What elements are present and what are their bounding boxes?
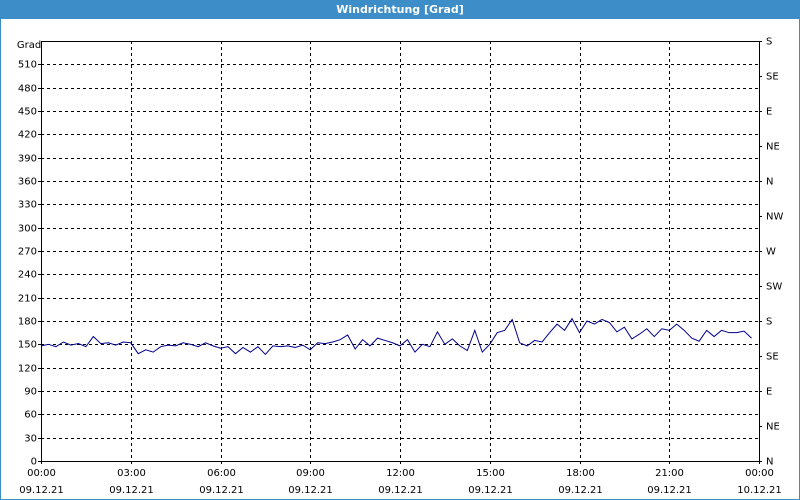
y-tick-label: 390	[18, 154, 37, 165]
x-tick-label: 00:00 09.12.21	[19, 468, 64, 496]
y-tick-label: 90	[24, 387, 37, 398]
y-tick-label: 420	[18, 130, 37, 141]
y2-tick-label: W	[766, 247, 776, 258]
x-tick-label: 09:00 09.12.21	[288, 468, 333, 496]
x-tick-label: 00:00 10.12.21	[737, 468, 782, 496]
y2-tick-label: N	[766, 457, 773, 468]
y-tick-label: 480	[18, 84, 37, 95]
y-tick-label: 300	[18, 224, 37, 235]
y2-tick-label: SE	[766, 72, 779, 83]
y-tick-label: 120	[18, 364, 37, 375]
y-tick-label: 0	[31, 457, 37, 468]
y2-tick-label: E	[766, 387, 772, 398]
y-tick-label: 30	[24, 434, 37, 445]
x-tick-label: 15:00 09.12.21	[468, 468, 513, 496]
y-tick-label: 60	[24, 410, 37, 421]
y-tick-label: 180	[18, 317, 37, 328]
chart-title: Windrichtung [Grad]	[1, 1, 799, 19]
y2-tick-label: E	[766, 107, 772, 118]
y-tick-label: 450	[18, 107, 37, 118]
y2-tick-label: N	[766, 177, 773, 188]
y-tick-label: 330	[18, 200, 37, 211]
x-tick-label: 21:00 09.12.21	[647, 468, 692, 496]
y-tick-label: 240	[18, 270, 37, 281]
y-tick-label: 360	[18, 177, 37, 188]
y-tick-label: 510	[18, 60, 37, 71]
y2-tick-label: NE	[766, 422, 780, 433]
y-tick-label: 270	[18, 247, 37, 258]
y-tick-label: 210	[18, 294, 37, 305]
y2-tick-label: SE	[766, 352, 779, 363]
y2-tick-label: NW	[766, 212, 783, 223]
data-line	[40, 317, 752, 356]
y2-tick-label: S	[766, 37, 772, 48]
x-tick-label: 03:00 09.12.21	[109, 468, 154, 496]
plot-border	[41, 41, 760, 462]
y2-tick-label: S	[766, 317, 772, 328]
x-tick-label: 18:00 09.12.21	[558, 468, 603, 496]
x-tick-label: 06:00 09.12.21	[199, 468, 244, 496]
y-axis-label: Grad	[17, 40, 41, 51]
y2-tick-label: SW	[766, 282, 782, 293]
y-tick-label: 150	[18, 340, 37, 351]
y2-tick-label: NE	[766, 142, 780, 153]
x-tick-label: 12:00 09.12.21	[378, 468, 423, 496]
